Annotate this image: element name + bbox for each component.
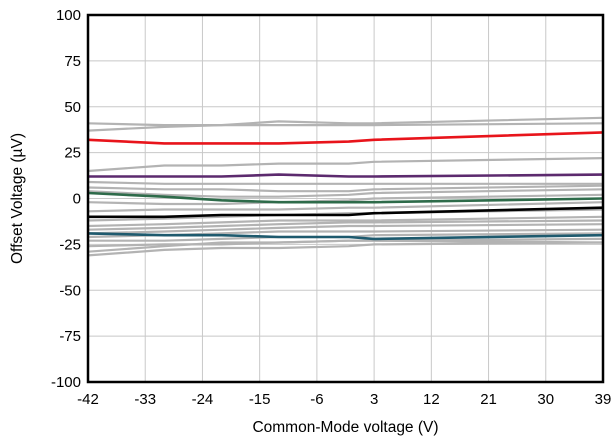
x-axis-label: Common-Mode voltage (V) [252, 419, 438, 436]
series-line-21 [87, 232, 604, 241]
y-tick-label: 50 [64, 99, 81, 116]
x-tick-label: -33 [134, 391, 156, 408]
y-tick-label: 100 [56, 7, 81, 24]
x-tick-label: 12 [423, 391, 440, 408]
x-tick-label: -24 [192, 391, 214, 408]
x-tick-label: -15 [249, 391, 271, 408]
series-line-19 [88, 173, 604, 178]
series-line-3 [87, 157, 604, 173]
series-line-4 [87, 180, 603, 185]
x-tick-label: 30 [537, 391, 554, 408]
y-tick-label: -75 [59, 328, 81, 345]
y-tick-label: 25 [64, 145, 81, 162]
series-line-5 [87, 184, 604, 193]
x-tick-labels: -42 -33 -24 -15 -6 3 12 21 30 39 [77, 391, 611, 408]
y-tick-label: 0 [73, 191, 81, 208]
y-axis-label: Offset Voltage (µV) [9, 133, 26, 264]
y-tick-label: -100 [51, 374, 81, 391]
x-tick-label: 21 [480, 391, 497, 408]
series-line-12 [87, 223, 604, 235]
series-line-20 [87, 191, 604, 204]
x-tick-label: 3 [370, 391, 378, 408]
plot-frame [86, 13, 605, 384]
series-line-1 [87, 116, 604, 127]
series-line-16 [87, 239, 604, 253]
series-line-17 [87, 241, 604, 257]
y-tick-label: 75 [64, 53, 81, 70]
x-tick-label: -6 [310, 391, 323, 408]
series-lines [87, 116, 604, 257]
y-tick-label: -50 [59, 282, 81, 299]
series-line-8 [87, 201, 604, 213]
y-tick-label: -25 [59, 236, 81, 253]
series-line-2 [87, 122, 604, 132]
series-line-22 [88, 206, 604, 219]
x-tick-label: 39 [595, 391, 612, 408]
series-line-10 [87, 215, 604, 228]
series-line-6 [87, 188, 604, 198]
series-line-11 [87, 219, 604, 231]
x-tick-label: -42 [77, 391, 99, 408]
series-line-18 [87, 131, 604, 145]
y-tick-labels: 100 75 50 25 0 -25 -50 -75 -100 [51, 7, 81, 391]
